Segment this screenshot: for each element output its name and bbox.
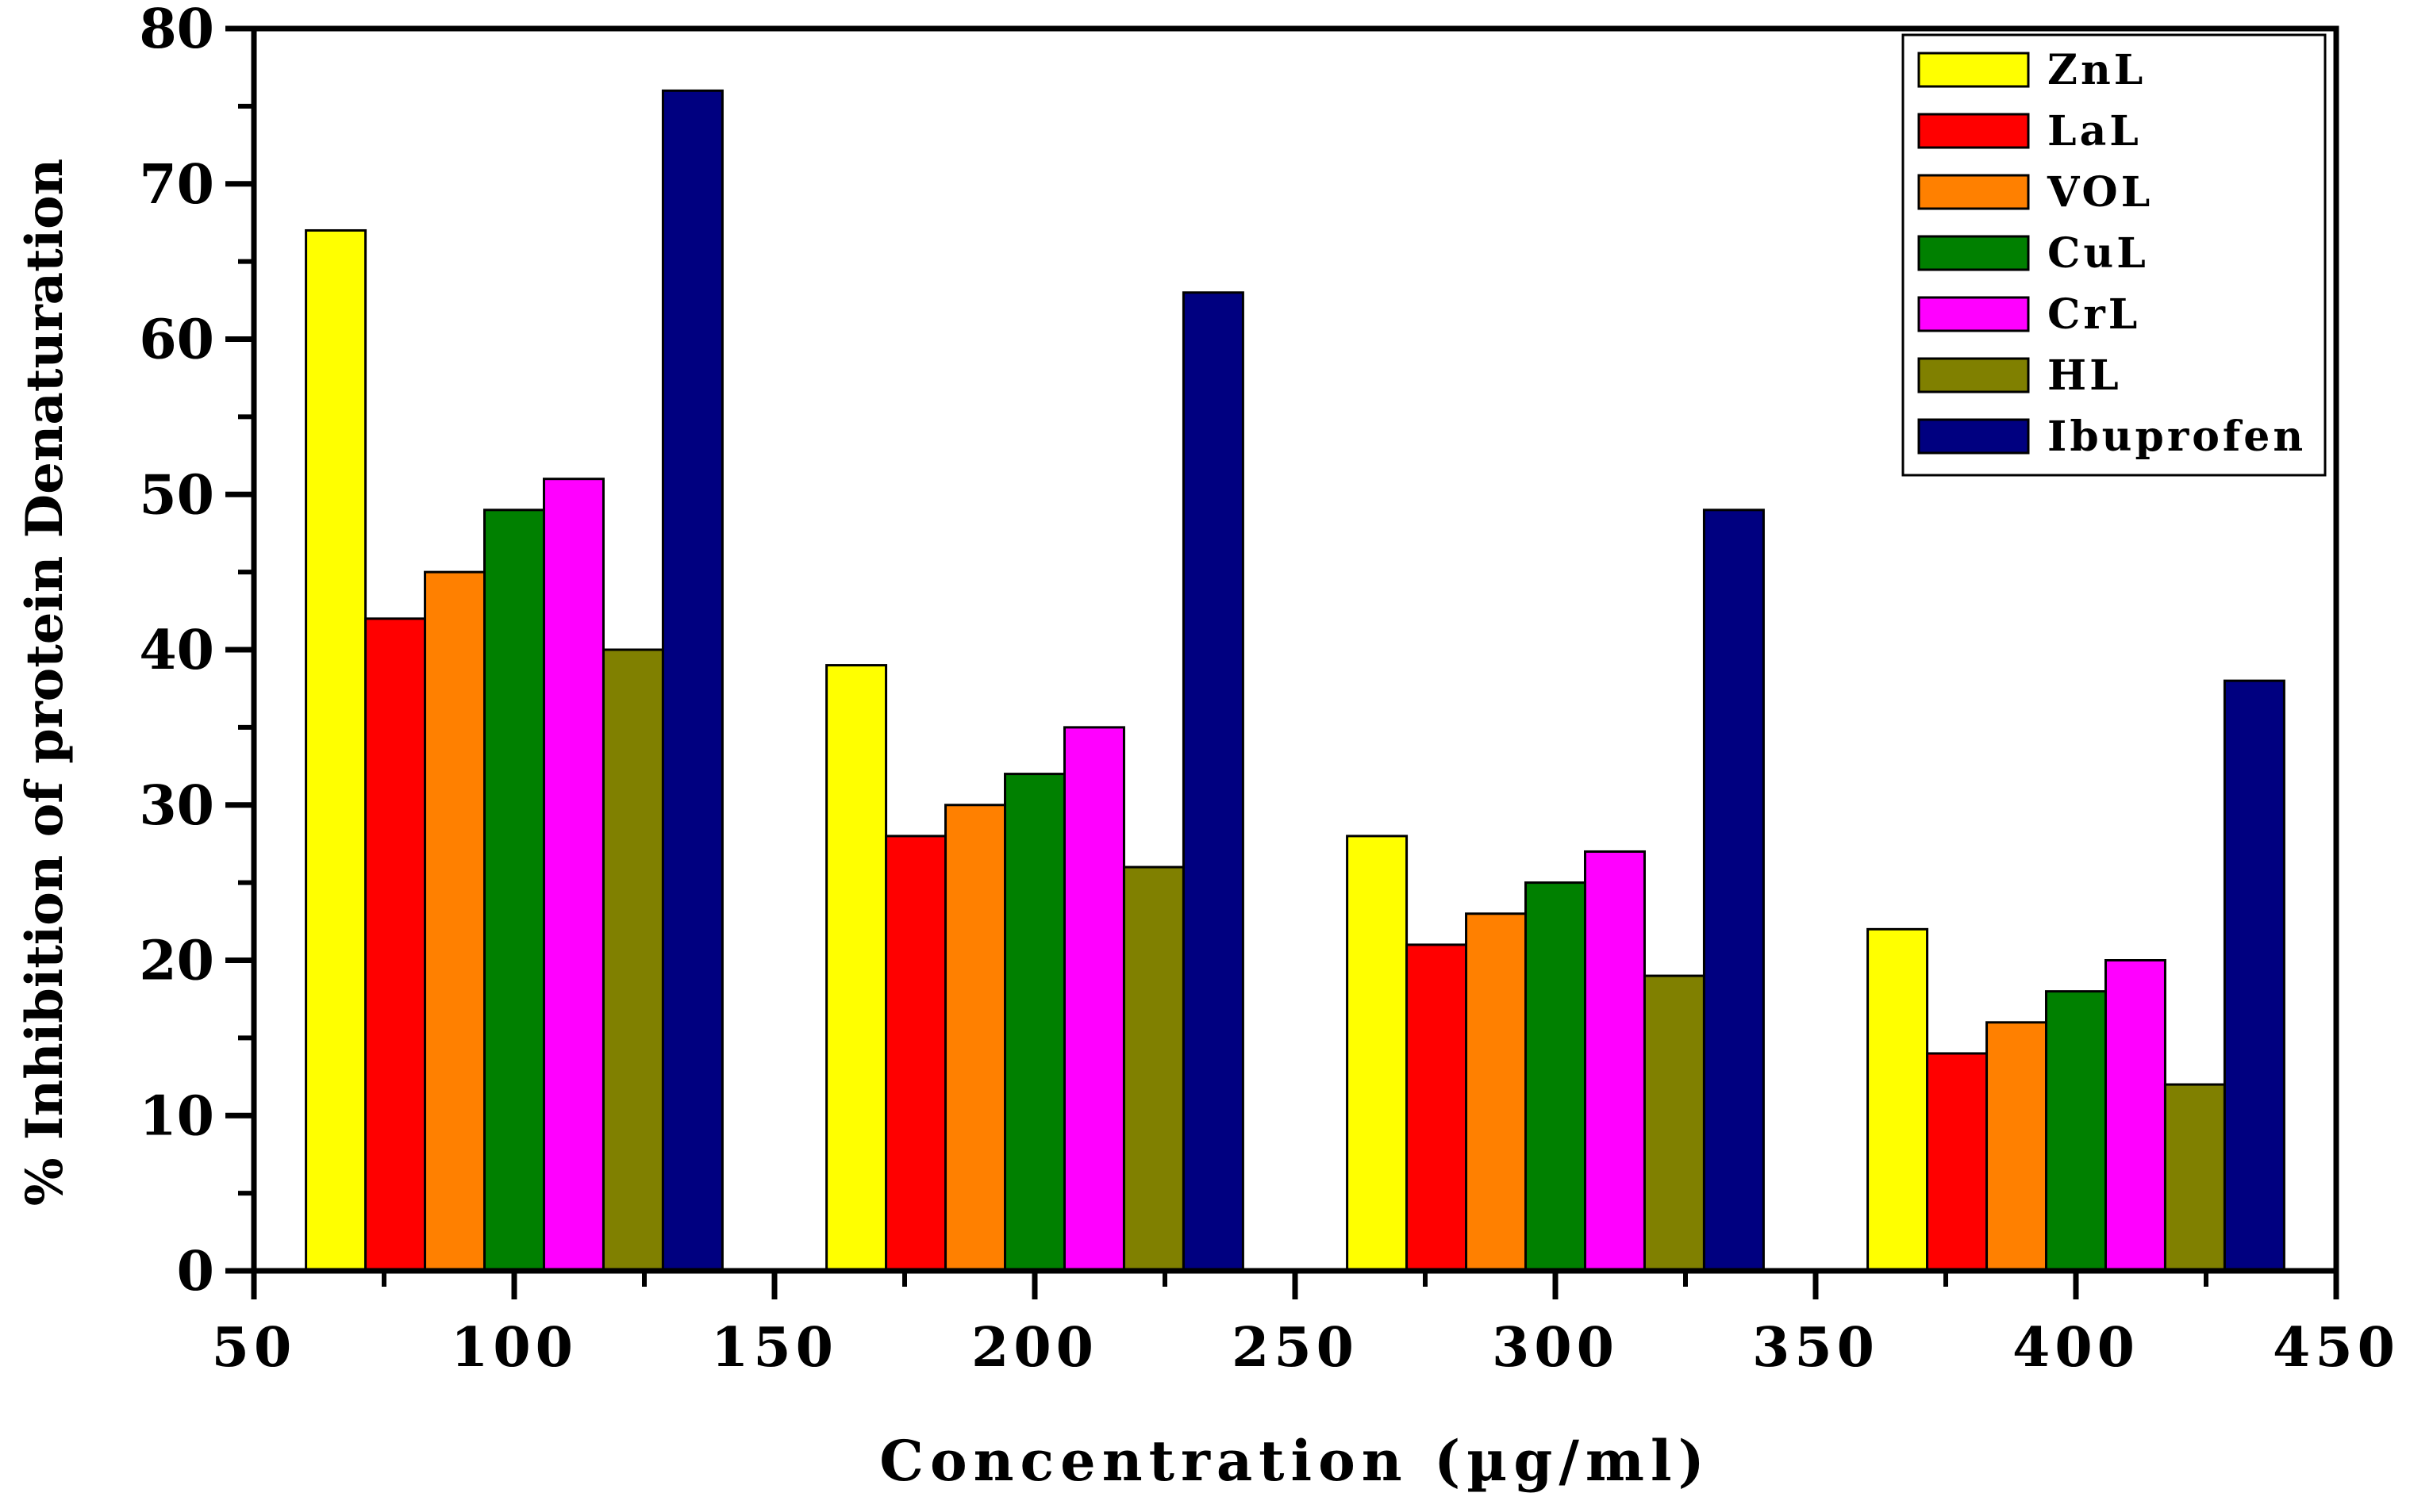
legend-swatch-vol [1917, 174, 2030, 210]
bar-hl-100 [602, 648, 664, 1272]
bar-ibuprofen-300 [1702, 508, 1765, 1272]
bar-lal-400 [1926, 1052, 1989, 1272]
bar-ibuprofen-100 [661, 89, 724, 1272]
bar-cul-100 [483, 508, 545, 1272]
bar-lal-300 [1405, 943, 1468, 1272]
x-tick-label: 100 [451, 1316, 578, 1380]
bar-lal-100 [364, 617, 427, 1272]
legend-swatch-znl [1917, 52, 2030, 88]
bar-ibuprofen-400 [2223, 679, 2285, 1272]
x-tick-label: 400 [2012, 1316, 2139, 1380]
y-tick-label: 40 [139, 619, 214, 682]
bar-vol-400 [1985, 1021, 2048, 1272]
y-tick-label: 10 [139, 1084, 214, 1148]
bar-ibuprofen-200 [1182, 291, 1244, 1272]
x-tick-label: 200 [971, 1316, 1098, 1380]
legend-label-znl: ZnL [2047, 46, 2146, 94]
y-tick-label: 50 [139, 463, 214, 527]
bar-cul-200 [1004, 773, 1066, 1272]
axes-layer: 0 10 20 30 40 50 60 70 80 50 100 150 200 250 300 350 400… [139, 0, 2400, 1380]
y-tick-label: 0 [177, 1240, 214, 1303]
y-tick-label: 80 [139, 0, 214, 61]
bar-vol-100 [424, 570, 486, 1272]
bar-znl-200 [825, 664, 888, 1272]
bar-hl-300 [1643, 974, 1705, 1272]
bar-crl-400 [2104, 959, 2166, 1272]
bar-lal-200 [885, 835, 947, 1272]
x-tick-label: 50 [212, 1316, 297, 1380]
bars-layer [305, 89, 2285, 1272]
bar-crl-100 [542, 478, 605, 1272]
legend-swatch-crl [1917, 296, 2030, 332]
bar-vol-200 [944, 804, 1007, 1272]
legend-swatch-hl [1917, 357, 2030, 393]
y-tick-label: 70 [139, 153, 214, 217]
x-tick-label: 250 [1232, 1316, 1359, 1380]
x-tick-label: 450 [2273, 1316, 2400, 1380]
legend-swatch-cul [1917, 235, 2030, 271]
bar-hl-200 [1122, 865, 1185, 1272]
legend: ZnL LaL VOL CuL CrL HL Ibuprofen [1901, 33, 2327, 477]
y-tick-label: 60 [139, 309, 214, 372]
bar-crl-300 [1583, 850, 1646, 1272]
y-tick-label: 30 [139, 774, 214, 838]
bar-hl-400 [2163, 1083, 2226, 1272]
legend-swatch-lal [1917, 113, 2030, 149]
x-tick-label: 150 [711, 1316, 838, 1380]
bar-cul-300 [1524, 881, 1586, 1272]
bar-znl-100 [305, 228, 367, 1272]
x-tick-label: 350 [1752, 1316, 1879, 1380]
x-axis-label: Concentration (µg/ml) [879, 1428, 1710, 1494]
legend-label-lal: LaL [2047, 107, 2142, 155]
legend-label-hl: HL [2047, 351, 2122, 400]
legend-label-ibuprofen: Ibuprofen [2047, 413, 2306, 461]
bar-vol-300 [1465, 912, 1528, 1272]
bar-znl-300 [1346, 835, 1409, 1272]
legend-label-cul: CuL [2047, 229, 2149, 278]
bar-znl-400 [1866, 927, 1929, 1272]
x-tick-label: 300 [1492, 1316, 1619, 1380]
bar-crl-200 [1063, 726, 1125, 1272]
y-tick-label: 20 [139, 930, 214, 993]
bar-cul-400 [2045, 990, 2107, 1272]
legend-label-crl: CrL [2047, 290, 2140, 339]
y-axis-label: % Inhibition of protein Denaturation [15, 159, 75, 1207]
legend-swatch-ibuprofen [1917, 418, 2030, 455]
legend-label-vol: VOL [2047, 168, 2153, 217]
